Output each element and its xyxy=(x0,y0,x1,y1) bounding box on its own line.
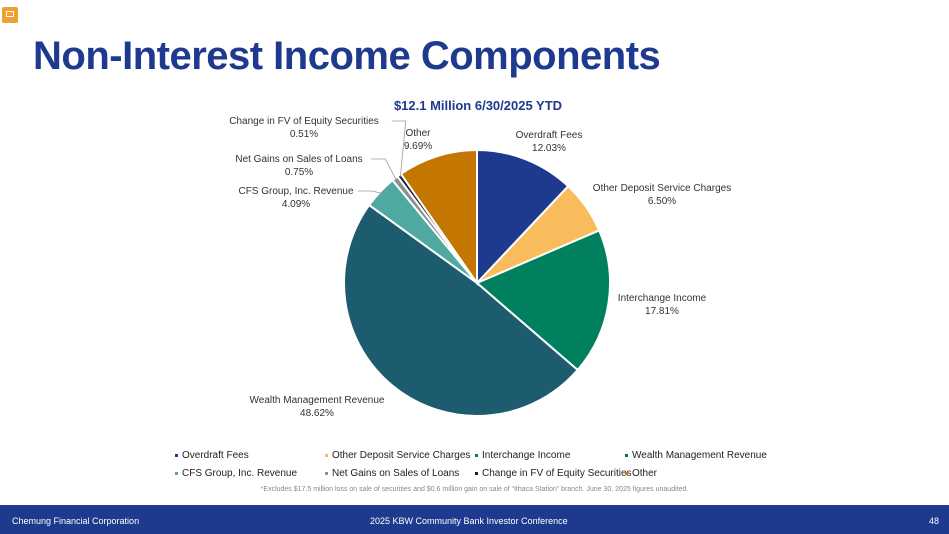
legend-swatch xyxy=(625,454,628,457)
legend-swatch xyxy=(175,472,178,475)
slice-label-name: Change in FV of Equity Securities xyxy=(229,116,379,127)
slice-label-value: 17.81% xyxy=(645,306,679,317)
pie-chart: $12.1 Million 6/30/2025 YTD Overdraft Fe… xyxy=(175,98,767,479)
legend-entry: Interchange Income xyxy=(482,450,571,461)
slice-label-name: Other Deposit Service Charges xyxy=(593,183,731,194)
page-number: 48 xyxy=(928,516,939,526)
slice-label-name: Overdraft Fees xyxy=(516,130,583,141)
legend-swatch xyxy=(625,472,628,475)
pie-slice xyxy=(399,148,478,287)
slice-label-value: 6.50% xyxy=(648,196,676,207)
legend-entry: CFS Group, Inc. Revenue xyxy=(182,468,297,479)
slice-label-name: Other xyxy=(405,128,431,139)
slice-label-value: 9.69% xyxy=(404,141,432,152)
slice-label-name: Wealth Management Revenue xyxy=(250,395,385,406)
chart-title: $12.1 Million 6/30/2025 YTD xyxy=(394,98,562,113)
legend-entry: Other xyxy=(632,468,658,479)
slice-label-value: 48.62% xyxy=(300,408,334,419)
footer-bar: Chemung Financial Corporation 2025 KBW C… xyxy=(0,505,949,534)
page-title: Non-Interest Income Components xyxy=(33,34,661,78)
pie-slice xyxy=(475,229,611,372)
legend-entry: Overdraft Fees xyxy=(182,450,249,461)
legend-entry: Other Deposit Service Charges xyxy=(332,450,470,461)
leader-line xyxy=(391,120,407,177)
slice-label-value: 0.51% xyxy=(290,129,318,140)
slice-label-name: Net Gains on Sales of Loans xyxy=(235,154,362,165)
leader-line xyxy=(357,190,382,194)
legend-swatch xyxy=(325,454,328,457)
slice-label-name: CFS Group, Inc. Revenue xyxy=(238,186,353,197)
footer-company: Chemung Financial Corporation xyxy=(12,516,140,526)
legend-swatch xyxy=(475,472,478,475)
leader-line xyxy=(371,158,397,181)
pie-slice xyxy=(476,148,570,286)
legend-entry: Change in FV of Equity Securities xyxy=(482,468,632,479)
slice-label-name: Interchange Income xyxy=(618,293,707,304)
footer-event: 2025 KBW Community Bank Investor Confere… xyxy=(370,516,568,526)
legend-swatch xyxy=(175,454,178,457)
legend-swatch xyxy=(325,472,328,475)
legend-entry: Net Gains on Sales of Loans xyxy=(332,468,459,479)
slice-label-value: 0.75% xyxy=(285,167,313,178)
footnote: *Excludes $17.5 million loss on sale of … xyxy=(260,486,689,493)
comment-icon[interactable] xyxy=(2,7,18,23)
legend-swatch xyxy=(475,454,478,457)
pie-slice xyxy=(343,203,580,417)
legend-entry: Wealth Management Revenue xyxy=(632,450,767,461)
slice-label-value: 12.03% xyxy=(532,143,566,154)
slice-label-value: 4.09% xyxy=(282,199,310,210)
